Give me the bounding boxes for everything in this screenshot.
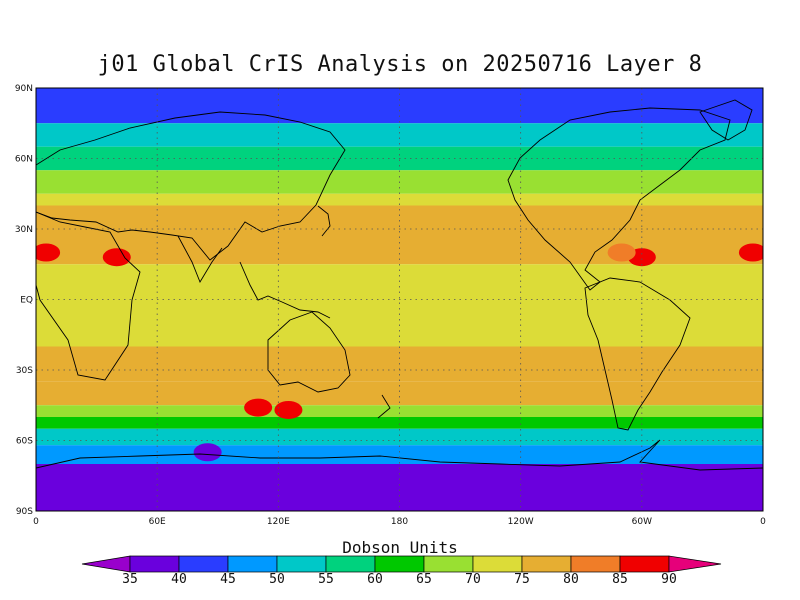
colorbar-tick-label: 35 [122, 572, 138, 587]
lon-tick-label: 60E [149, 517, 166, 527]
map-title: j01 Global CrIS Analysis on 20250716 Lay… [97, 52, 703, 77]
ozone-band-4 [36, 193, 763, 206]
lon-tick-label: 120W [508, 517, 534, 527]
lat-tick-label: 60N [15, 155, 33, 165]
colorbar-tick-label: 90 [661, 572, 677, 587]
ozone-hotspot-0 [36, 243, 61, 262]
gridlines [36, 88, 763, 511]
colorbar-tick-label: 60 [367, 572, 383, 587]
colorbar-tick-label: 55 [318, 572, 334, 587]
ozone-hotspot-4 [607, 243, 636, 262]
colorbar-tick-label: 40 [171, 572, 187, 587]
colorbar-swatch [570, 555, 621, 573]
lat-tick-label: 30N [15, 225, 33, 235]
lon-tick-label: 0 [33, 517, 39, 527]
lat-tick-label: 90N [15, 84, 33, 94]
ozone-band-6 [36, 264, 763, 347]
lon-tick-label: 120E [267, 517, 290, 527]
ozone-hotspot-6 [244, 398, 273, 417]
ozone-band-8 [36, 381, 763, 406]
ozone-band-1 [36, 123, 763, 147]
ozone-hotspot-3 [738, 243, 763, 262]
colorbar-tick-label: 85 [612, 572, 628, 587]
lat-tick-label: 30S [16, 366, 33, 376]
colorbar-tick-label: 75 [514, 572, 530, 587]
ozone-band-13 [36, 464, 763, 511]
ozone-band-11 [36, 428, 763, 446]
lon-tick-label: 180 [391, 517, 408, 527]
colorbar-tick-label: 45 [220, 572, 236, 587]
ozone-band-10 [36, 417, 763, 429]
colorbar-swatch [374, 555, 425, 573]
colorbar-swatch [325, 555, 376, 573]
ozone-band-9 [36, 405, 763, 417]
map-frame [35, 87, 764, 512]
lat-tick-label: EQ [20, 296, 33, 306]
ozone-hotspot-1 [102, 248, 131, 267]
colorbar-swatch [472, 555, 523, 573]
colorbar-swatch [276, 555, 327, 573]
lon-tick-label: 60W [632, 517, 652, 527]
colorbar-arrow-low [81, 555, 131, 573]
colorbar-title: Dobson Units [342, 538, 458, 557]
colorbar-swatch [129, 555, 180, 573]
colorbar-arrow-high [668, 555, 722, 573]
colorbar-swatch [423, 555, 474, 573]
colorbar-swatch [178, 555, 229, 573]
coastlines [36, 99, 763, 471]
ozone-hotspot-7 [193, 443, 222, 462]
colorbar-swatch [619, 555, 670, 573]
axis-labels: 0 60E 120E 180 120W 60W 0 90N 60N 30N EQ 30S 60S 90S [15, 84, 766, 527]
lat-tick-label: 60S [16, 437, 33, 447]
lon-tick-label: 0 [760, 517, 766, 527]
colorbar-tick-label: 80 [563, 572, 579, 587]
ozone-band-12 [36, 445, 763, 464]
lat-tick-label: 90S [16, 507, 33, 517]
colorbar-swatch [521, 555, 572, 573]
ozone-hotspot-5 [274, 400, 303, 419]
colorbar-tick-label: 65 [416, 572, 432, 587]
colorbar-tick-label: 70 [465, 572, 481, 587]
colorbar: 35 40 45 50 55 60 65 70 75 80 85 90 [81, 555, 722, 587]
colorbar-swatch [227, 555, 278, 573]
colorbar-tick-label: 50 [269, 572, 285, 587]
